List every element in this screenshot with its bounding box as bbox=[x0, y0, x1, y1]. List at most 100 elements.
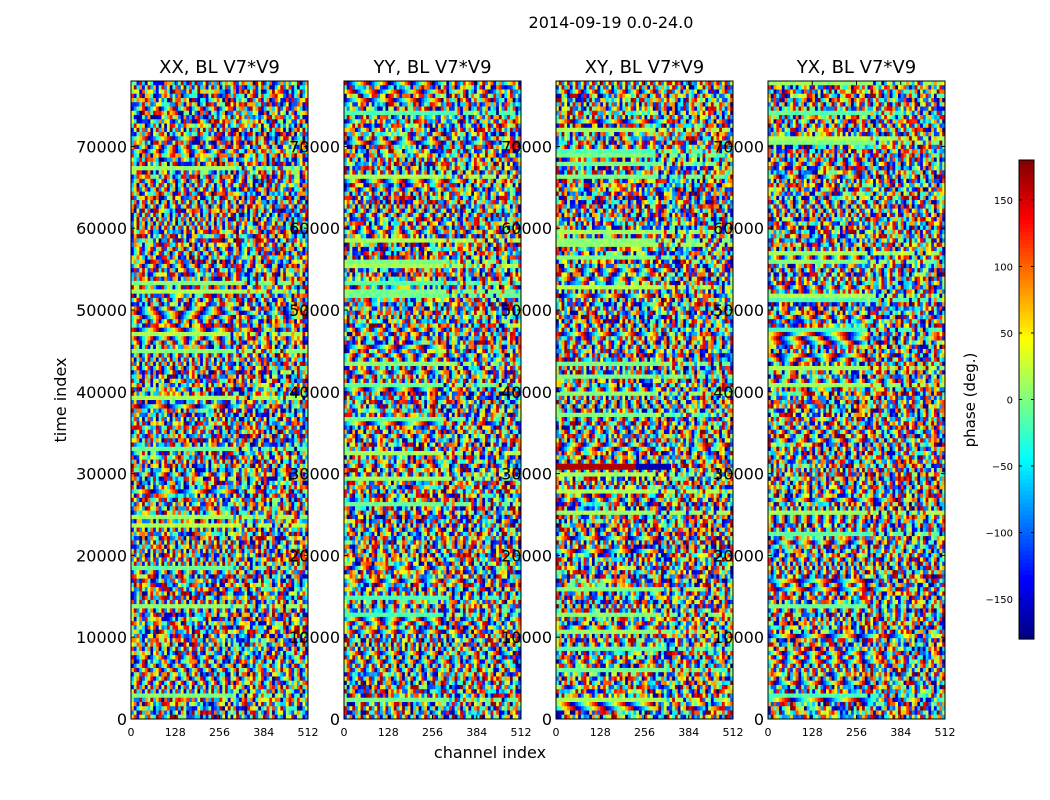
heatmap-cell bbox=[164, 102, 168, 108]
heatmap-cell bbox=[272, 348, 276, 354]
heatmap-cell bbox=[288, 263, 293, 269]
heatmap-cell bbox=[194, 161, 198, 167]
heatmap-cell bbox=[233, 119, 237, 125]
heatmap-cell bbox=[266, 208, 270, 214]
heatmap-cell bbox=[150, 276, 154, 282]
heatmap-cell bbox=[136, 370, 140, 376]
heatmap-cell bbox=[180, 200, 185, 205]
heatmap-cell bbox=[180, 251, 185, 256]
heatmap-cell bbox=[136, 289, 140, 295]
heatmap-cell bbox=[244, 106, 248, 112]
heatmap-cell bbox=[205, 85, 210, 91]
heatmap-cell bbox=[150, 357, 154, 363]
heatmap-cell bbox=[230, 183, 234, 188]
heatmap-cell bbox=[225, 404, 229, 410]
heatmap-cell bbox=[150, 310, 154, 316]
heatmap-cell bbox=[142, 365, 146, 371]
heatmap-cell bbox=[178, 251, 182, 256]
heatmap-cell bbox=[155, 365, 160, 371]
heatmap-cell bbox=[299, 127, 304, 133]
heatmap-cell bbox=[285, 140, 290, 146]
heatmap-cell bbox=[274, 110, 279, 116]
heatmap-cell bbox=[133, 89, 138, 95]
heatmap-cell bbox=[211, 132, 215, 137]
heatmap-cell bbox=[236, 102, 240, 108]
heatmap-cell bbox=[266, 217, 270, 222]
heatmap-cell bbox=[252, 208, 257, 214]
heatmap-cell bbox=[164, 166, 168, 171]
heatmap-cell bbox=[280, 374, 284, 380]
heatmap-cell bbox=[283, 166, 287, 171]
heatmap-cell bbox=[280, 378, 284, 384]
heatmap-cell bbox=[272, 157, 276, 163]
heatmap-cell bbox=[161, 353, 165, 359]
heatmap-cell bbox=[164, 331, 168, 337]
heatmap-cell bbox=[139, 306, 143, 312]
heatmap-cell bbox=[277, 174, 281, 180]
heatmap-cell bbox=[142, 319, 146, 325]
heatmap-cell bbox=[142, 246, 146, 252]
heatmap-cell bbox=[169, 234, 174, 239]
heatmap-cell bbox=[249, 285, 254, 291]
heatmap-cell bbox=[139, 331, 143, 337]
heatmap-cell bbox=[285, 374, 290, 380]
heatmap-cell bbox=[200, 110, 204, 116]
heatmap-cell bbox=[183, 272, 187, 278]
heatmap-cell bbox=[269, 140, 273, 146]
heatmap-cell bbox=[178, 132, 182, 137]
heatmap-cell bbox=[136, 374, 140, 380]
heatmap-cell bbox=[269, 404, 273, 410]
heatmap-cell bbox=[258, 387, 262, 393]
heatmap-cell bbox=[260, 272, 265, 278]
heatmap-cell bbox=[194, 272, 198, 278]
heatmap-cell bbox=[169, 144, 174, 150]
heatmap-cell bbox=[294, 280, 298, 286]
heatmap-cell bbox=[189, 268, 193, 273]
heatmap-cell bbox=[269, 119, 273, 125]
heatmap-cell bbox=[269, 387, 273, 393]
heatmap-cell bbox=[194, 123, 198, 129]
heatmap-cell bbox=[136, 157, 140, 163]
heatmap-cell bbox=[258, 306, 262, 312]
heatmap-cell bbox=[230, 204, 234, 210]
heatmap-cell bbox=[288, 259, 293, 265]
heatmap-cell bbox=[147, 353, 151, 359]
heatmap-cell bbox=[155, 382, 160, 388]
heatmap-cell bbox=[241, 268, 245, 273]
heatmap-cell bbox=[283, 370, 287, 376]
heatmap-cell bbox=[299, 314, 304, 320]
heatmap-cell bbox=[186, 191, 190, 197]
heatmap-cell bbox=[169, 149, 174, 154]
heatmap-cell bbox=[219, 195, 223, 201]
heatmap-cell bbox=[169, 361, 174, 367]
heatmap-cell bbox=[266, 348, 270, 354]
heatmap-cell bbox=[213, 106, 218, 112]
heatmap-cell bbox=[142, 187, 146, 193]
heatmap-cell bbox=[263, 263, 268, 269]
heatmap-cell bbox=[247, 136, 251, 142]
heatmap-cell bbox=[277, 153, 281, 159]
heatmap-cell bbox=[208, 200, 212, 205]
heatmap-cell bbox=[175, 106, 179, 112]
heatmap-cell bbox=[296, 302, 301, 308]
heatmap-cell bbox=[191, 238, 196, 244]
heatmap-cell bbox=[233, 238, 237, 244]
heatmap-cell bbox=[269, 110, 273, 116]
heatmap-cell bbox=[285, 319, 290, 325]
heatmap-cell bbox=[225, 85, 229, 91]
heatmap-cell bbox=[285, 123, 290, 129]
heatmap-cell bbox=[219, 106, 223, 112]
heatmap-cell bbox=[260, 302, 265, 308]
heatmap-cell bbox=[233, 221, 237, 227]
heatmap-cell bbox=[269, 81, 273, 86]
heatmap-cell bbox=[263, 178, 268, 184]
heatmap-cell bbox=[285, 144, 290, 150]
heatmap-cell bbox=[147, 310, 151, 316]
heatmap-cell bbox=[241, 408, 245, 414]
heatmap-cell bbox=[258, 102, 262, 108]
heatmap-cell bbox=[219, 217, 223, 222]
heatmap-cell bbox=[197, 123, 201, 129]
heatmap-cell bbox=[172, 370, 176, 376]
heatmap-cell bbox=[158, 191, 163, 197]
heatmap-cell bbox=[219, 246, 223, 252]
